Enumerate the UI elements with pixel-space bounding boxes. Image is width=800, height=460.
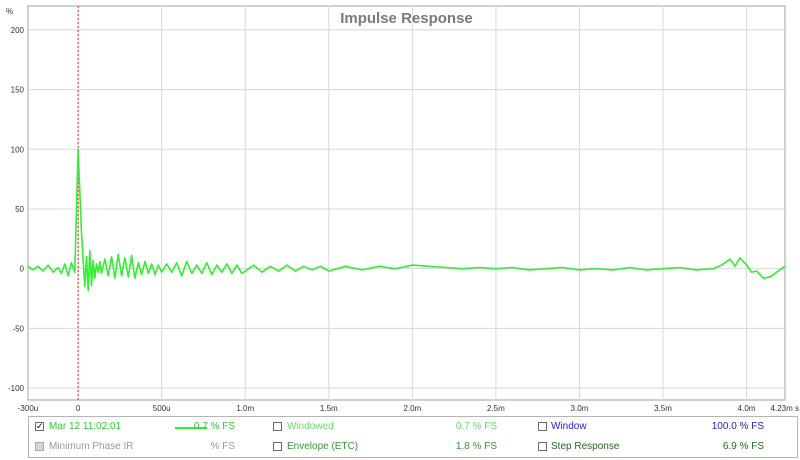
- envelope-label: Envelope (ETC): [287, 441, 359, 452]
- y-tick-label: 0: [20, 265, 25, 274]
- x-tick-label: 1.0m: [236, 404, 254, 413]
- windowed-checkbox[interactable]: [273, 422, 282, 431]
- series-value: 0.7 % FS: [193, 421, 235, 432]
- plot-frame: [27, 5, 786, 401]
- legend-row-1: ✓ Mar 12 11:02:01 0.7 % FS Windowed 0.7 …: [29, 418, 797, 438]
- series-name: Mar 12 11:02:01: [49, 421, 122, 432]
- x-tick-label: 4.0m: [738, 404, 756, 413]
- x-tick-label: 4.23m s: [771, 404, 799, 413]
- y-tick-label: 50: [15, 205, 24, 214]
- x-tick-label: 3.0m: [571, 404, 589, 413]
- window-value: 100.0 % FS: [711, 421, 764, 432]
- legend-panel: ✓ Mar 12 11:02:01 0.7 % FS Windowed 0.7 …: [28, 416, 798, 458]
- minimum-phase-label: Minimum Phase IR: [49, 441, 134, 452]
- y-tick-label: -50: [12, 324, 24, 333]
- series-color-swatch: [175, 427, 207, 429]
- step-response-checkbox[interactable]: [538, 442, 547, 451]
- x-tick-label: 2.0m: [403, 404, 421, 413]
- legend-row-2: Minimum Phase IR % FS Envelope (ETC) 1.8…: [29, 438, 797, 458]
- envelope-value: 1.8 % FS: [455, 441, 497, 452]
- x-tick-label: 2.5m: [487, 404, 505, 413]
- y-tick-label: 150: [11, 86, 25, 95]
- y-tick-label: 100: [11, 145, 25, 154]
- y-tick-label: 200: [11, 26, 25, 35]
- window-label: Window: [551, 421, 587, 432]
- step-response-label: Step Response: [551, 441, 620, 452]
- x-tick-label: 1.5m: [320, 404, 338, 413]
- window-checkbox[interactable]: [538, 422, 547, 431]
- series-checkbox[interactable]: ✓: [35, 421, 44, 431]
- envelope-checkbox[interactable]: [273, 442, 282, 451]
- windowed-value: 0.7 % FS: [455, 421, 497, 432]
- impulse-response-chart[interactable]: 200 150 100 50 0 -50 -100 -300u 0 500u 1.0m 1.5m 2.0…: [0, 0, 800, 416]
- x-tick-label: 0: [76, 404, 81, 413]
- x-tick-label: -300u: [18, 404, 38, 413]
- windowed-label: Windowed: [287, 421, 334, 432]
- y-axis-label: %: [6, 7, 13, 16]
- y-tick-label: -100: [8, 384, 25, 393]
- minimum-phase-value: % FS: [210, 441, 235, 452]
- x-tick-label: 500u: [153, 404, 171, 413]
- chart-title: Impulse Response: [340, 10, 473, 27]
- step-response-value: 6.9 % FS: [722, 441, 764, 452]
- minimum-phase-checkbox[interactable]: [35, 442, 44, 451]
- series-line: [27, 148, 786, 291]
- plot-area[interactable]: 200 150 100 50 0 -50 -100 -300u 0 500u 1.0m 1.5m 2.0…: [0, 0, 800, 416]
- x-tick-label: 3.5m: [654, 404, 672, 413]
